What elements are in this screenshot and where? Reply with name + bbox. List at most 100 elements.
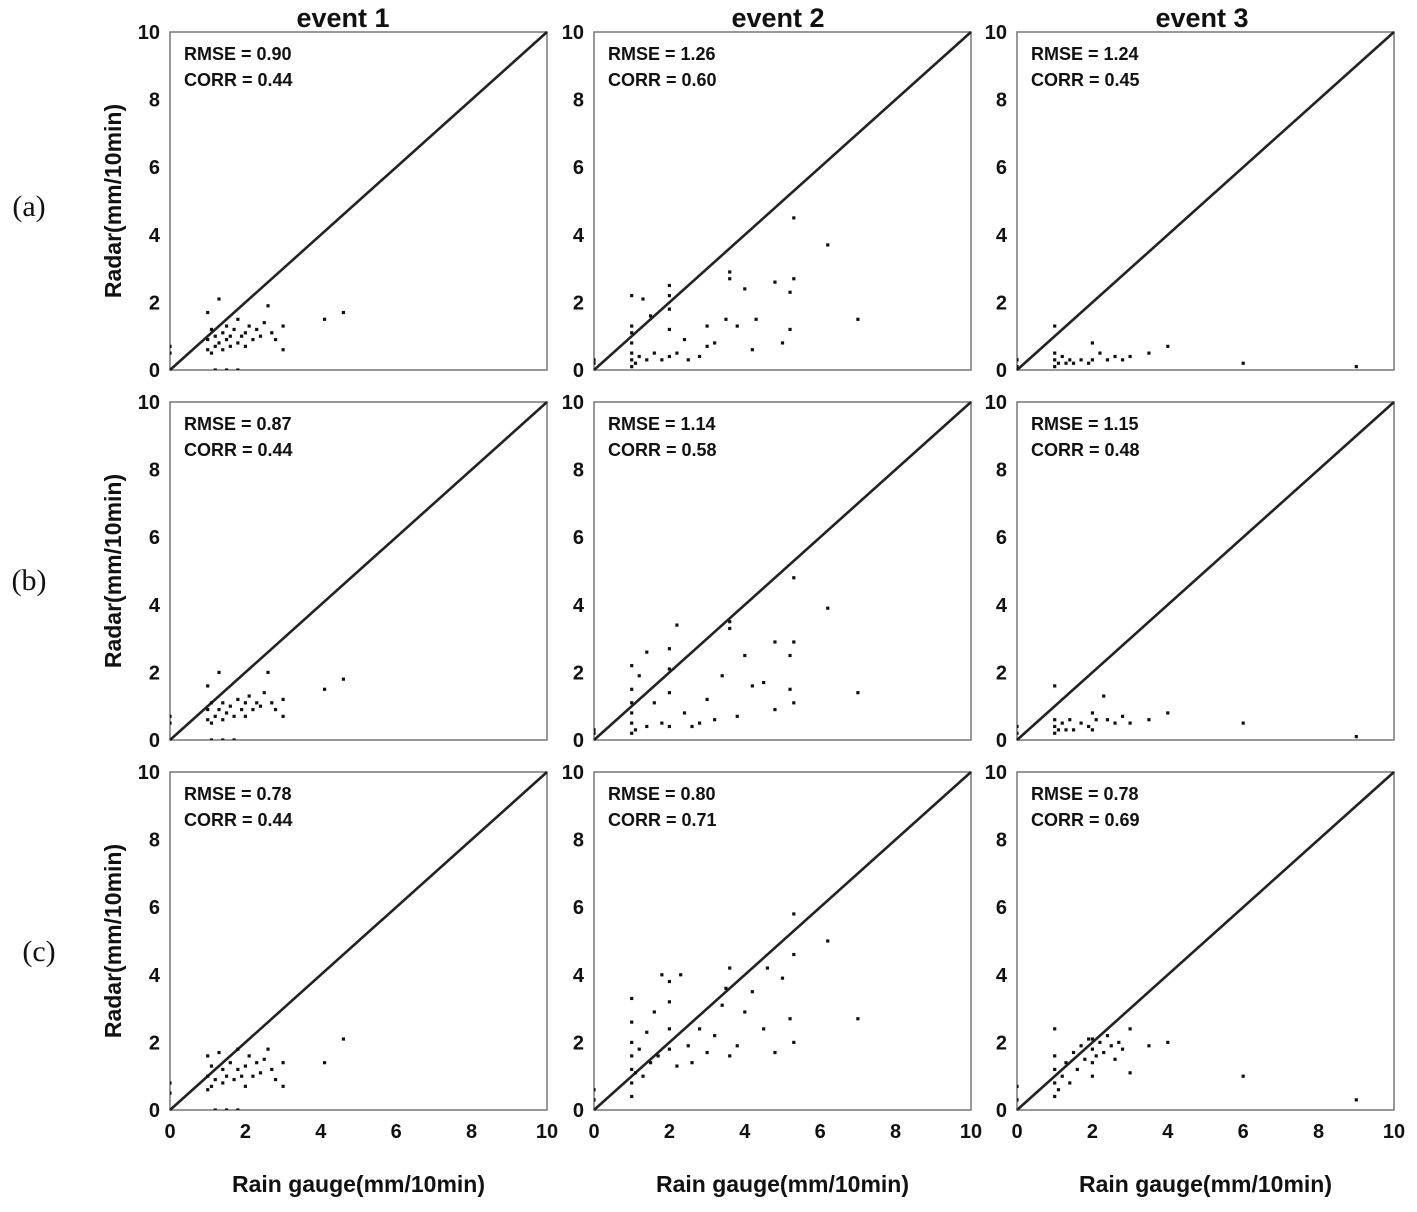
data-point	[667, 1000, 671, 1004]
data-point	[637, 354, 641, 359]
data-point	[1113, 1057, 1117, 1061]
data-point	[1053, 351, 1057, 355]
data-point	[724, 317, 728, 321]
data-point	[856, 317, 860, 321]
data-point	[667, 724, 671, 729]
data-point	[652, 351, 656, 355]
one-to-one-line	[593, 31, 972, 371]
data-point	[206, 707, 210, 712]
y-tick-label: 10	[985, 392, 1007, 414]
data-point	[667, 667, 671, 671]
data-point	[630, 1067, 634, 1072]
data-point	[1053, 358, 1057, 362]
data-point	[170, 714, 172, 718]
data-point	[630, 351, 634, 355]
data-point	[720, 1003, 724, 1007]
data-point	[243, 1064, 247, 1068]
data-point	[630, 294, 634, 298]
data-point	[224, 1074, 229, 1078]
data-point	[1071, 1050, 1076, 1055]
data-point	[743, 287, 747, 291]
y-tick-label: 8	[573, 460, 584, 482]
points	[170, 1037, 346, 1110]
data-point	[660, 973, 664, 977]
data-point	[209, 1064, 214, 1068]
data-point	[170, 721, 172, 725]
data-point	[667, 1047, 671, 1051]
data-point	[1060, 354, 1064, 359]
data-point	[341, 677, 346, 681]
y-tick-label: 10	[138, 762, 160, 784]
data-point	[1064, 361, 1068, 365]
data-point	[1017, 724, 1019, 729]
y-tick-label: 8	[573, 830, 584, 852]
data-point	[1090, 358, 1094, 362]
data-point	[667, 1027, 671, 1031]
y-tick-label: 2	[149, 292, 160, 314]
corr-label: CORR = 0.44	[184, 810, 293, 830]
data-point	[667, 307, 671, 311]
data-point	[792, 216, 796, 220]
data-point	[228, 334, 232, 338]
data-point	[255, 327, 259, 332]
data-point	[765, 966, 770, 970]
data-point	[206, 1088, 210, 1092]
data-point	[690, 1061, 694, 1065]
rmse-label: RMSE = 0.90	[184, 44, 292, 64]
data-point	[341, 310, 346, 315]
y-tick-label: 10	[985, 762, 1007, 784]
y-tick-label: 10	[562, 762, 584, 784]
data-point	[1113, 354, 1117, 359]
data-point	[735, 714, 739, 718]
data-point	[1079, 1044, 1083, 1048]
data-point	[206, 337, 210, 342]
data-point	[1105, 1034, 1110, 1038]
data-point	[713, 341, 717, 345]
data-point	[743, 1010, 747, 1014]
data-point	[266, 670, 270, 674]
data-point	[206, 684, 210, 688]
x-tick-label: 2	[1087, 1121, 1098, 1143]
y-tick-label: 0	[996, 360, 1007, 382]
data-point	[251, 707, 255, 712]
data-point	[1166, 1040, 1170, 1044]
data-point	[236, 1108, 240, 1110]
data-point	[667, 327, 671, 332]
data-point	[251, 1074, 255, 1078]
y-tick-label: 6	[149, 157, 160, 179]
data-point	[728, 966, 732, 970]
data-point	[243, 701, 247, 705]
data-point	[270, 331, 274, 335]
data-point	[1064, 1061, 1068, 1065]
data-point	[686, 1044, 690, 1048]
data-point	[675, 351, 679, 355]
data-point	[652, 701, 656, 705]
data-point	[1094, 1054, 1098, 1058]
data-point	[1053, 1067, 1057, 1072]
data-point	[1068, 718, 1072, 722]
data-point	[341, 1037, 346, 1041]
data-point	[1117, 1040, 1121, 1044]
data-point	[792, 912, 796, 916]
panels: RMSE = 0.90 CORR = 0.44 0 2 4 6 8 10 Radar(mm/10…	[100, 22, 1405, 1197]
data-point	[705, 1050, 709, 1055]
y-tick-label: 6	[573, 897, 584, 919]
data-point	[281, 1084, 285, 1088]
data-point	[1094, 718, 1098, 722]
data-point	[228, 704, 232, 708]
y-tick-label: 4	[996, 965, 1008, 987]
x-tick-label: 0	[164, 1121, 175, 1143]
x-axis-label: Rain gauge(mm/10min)	[1079, 1171, 1332, 1197]
data-point	[735, 324, 739, 328]
data-point	[1128, 1071, 1132, 1075]
data-point	[1090, 1047, 1094, 1051]
data-point	[206, 1074, 210, 1078]
data-point	[217, 707, 221, 712]
data-point	[728, 626, 732, 631]
data-point	[705, 324, 709, 328]
scatter-panel: RMSE = 1.14 CORR = 0.58 0 2 4 6 8 10	[562, 392, 972, 752]
y-tick-label: 2	[996, 662, 1007, 684]
data-point	[705, 344, 709, 348]
data-point	[236, 697, 240, 702]
